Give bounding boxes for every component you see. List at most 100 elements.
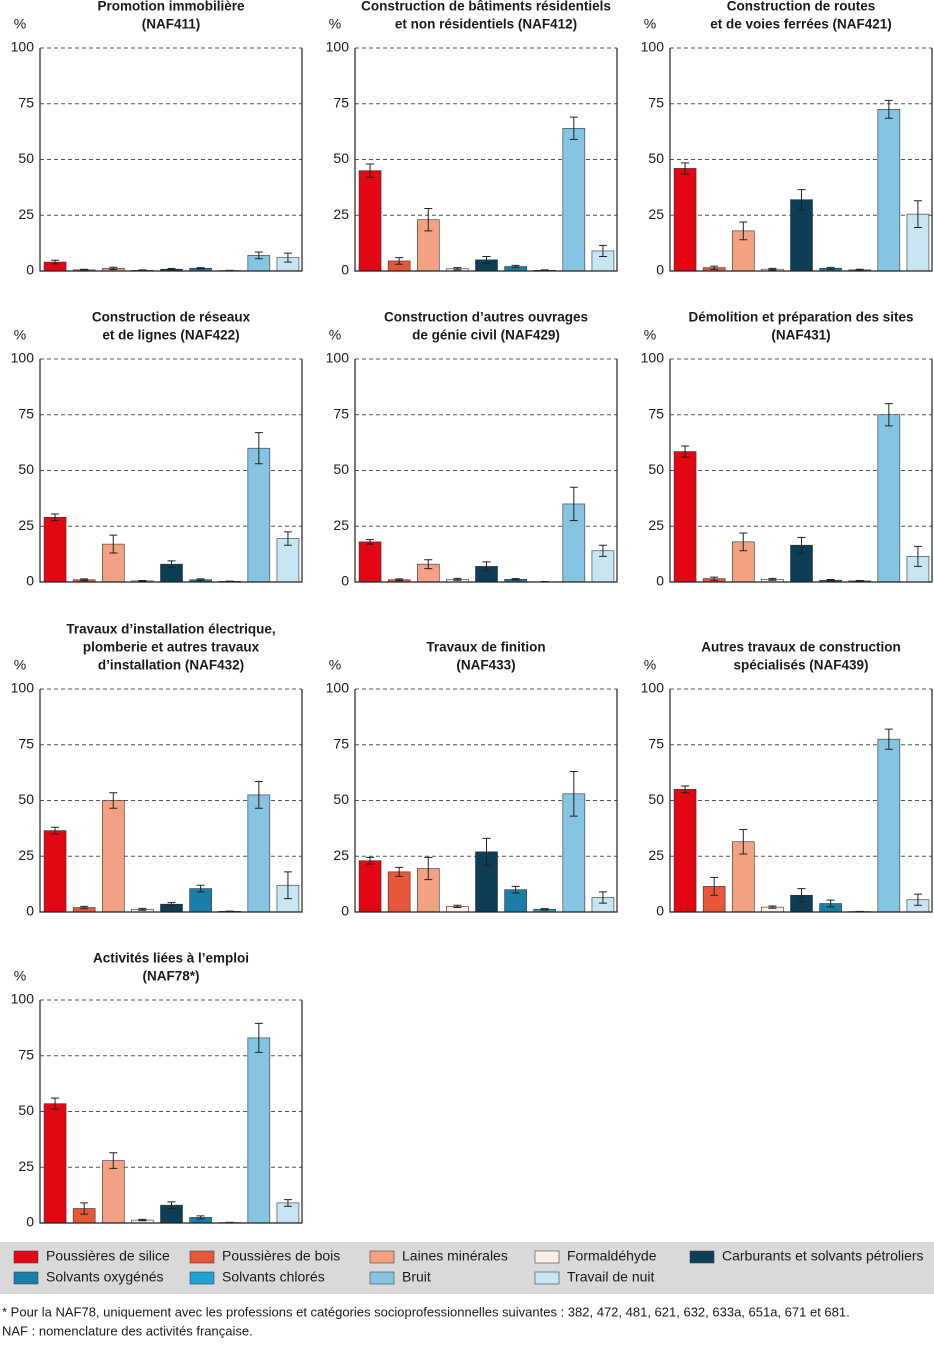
y-tick-label: 50	[333, 461, 349, 477]
bar	[878, 109, 900, 271]
y-tick-label: 100	[11, 991, 35, 1007]
y-tick-label: 50	[18, 791, 34, 807]
legend-swatch	[190, 1251, 214, 1263]
y-tick-label: 50	[18, 461, 34, 477]
y-tick-label: 0	[656, 573, 664, 589]
y-tick-label: 0	[26, 1214, 34, 1230]
legend-swatch	[535, 1272, 559, 1284]
chart-title: Autres travaux de construction	[701, 640, 901, 655]
legend-label: Poussières de bois	[222, 1248, 340, 1264]
chart-title: spécialisés (NAF439)	[733, 658, 868, 673]
bar	[248, 795, 270, 912]
y-tick-label: 0	[341, 573, 349, 589]
chart-title: Construction de bâtiments résidentiels	[361, 0, 611, 14]
legend-label: Solvants oxygénés	[46, 1269, 164, 1285]
legend-label: Poussières de silice	[46, 1248, 170, 1264]
bar	[44, 1104, 66, 1223]
y-tick-label: 0	[26, 262, 34, 278]
y-axis-label: %	[329, 327, 341, 343]
y-tick-label: 25	[648, 517, 664, 533]
y-tick-label: 50	[333, 791, 349, 807]
chart-title: Construction de réseaux	[92, 310, 251, 325]
y-tick-label: 25	[18, 1158, 34, 1174]
axis-frame	[40, 48, 302, 271]
y-tick-label: 0	[656, 262, 664, 278]
legend-label: Laines minérales	[402, 1248, 508, 1264]
y-tick-label: 100	[641, 350, 665, 366]
y-axis-label: %	[644, 327, 656, 343]
y-tick-label: 100	[326, 39, 350, 55]
y-tick-label: 50	[648, 150, 664, 166]
bar	[791, 200, 813, 271]
error-bar	[856, 580, 864, 581]
bar	[563, 128, 585, 271]
y-tick-label: 0	[341, 903, 349, 919]
legend-label: Bruit	[402, 1269, 431, 1285]
y-tick-label: 75	[18, 94, 34, 110]
y-axis-label: %	[329, 657, 341, 673]
bar	[674, 452, 696, 582]
legend-label: Formaldéhyde	[567, 1248, 657, 1264]
y-tick-label: 0	[26, 903, 34, 919]
y-tick-label: 25	[333, 517, 349, 533]
y-tick-label: 75	[333, 94, 349, 110]
legend-label: Solvants chlorés	[222, 1269, 325, 1285]
y-axis-label: %	[14, 968, 26, 984]
y-tick-label: 50	[18, 1102, 34, 1118]
legend-swatch	[690, 1251, 714, 1263]
bar	[878, 739, 900, 912]
bar	[248, 448, 270, 582]
y-tick-label: 0	[341, 262, 349, 278]
y-tick-label: 100	[11, 39, 35, 55]
y-tick-label: 75	[18, 1046, 34, 1062]
bar	[878, 415, 900, 582]
chart-title: (NAF433)	[456, 658, 515, 673]
y-tick-label: 25	[648, 847, 664, 863]
chart-title: Construction d’autres ouvrages	[384, 310, 588, 325]
y-tick-label: 100	[641, 680, 665, 696]
y-tick-label: 25	[18, 206, 34, 222]
y-tick-label: 25	[648, 206, 664, 222]
chart-title: (NAF431)	[771, 328, 830, 343]
chart-title: Travaux d’installation électrique,	[66, 622, 275, 637]
chart-title: et de lignes (NAF422)	[102, 328, 239, 343]
y-axis-label: %	[14, 657, 26, 673]
y-tick-label: 75	[648, 94, 664, 110]
legend-swatch	[14, 1272, 38, 1284]
chart-title: d’installation (NAF432)	[98, 658, 244, 673]
bar	[102, 1161, 124, 1223]
bar	[674, 168, 696, 271]
y-axis-label: %	[329, 16, 341, 32]
y-tick-label: 50	[333, 150, 349, 166]
bar	[359, 171, 381, 271]
legend-swatch	[370, 1272, 394, 1284]
y-tick-label: 100	[641, 39, 665, 55]
bar	[674, 789, 696, 912]
y-tick-label: 50	[18, 150, 34, 166]
y-tick-label: 0	[26, 573, 34, 589]
legend-swatch	[190, 1272, 214, 1284]
chart-title: Promotion immobilière	[97, 0, 245, 14]
y-tick-label: 75	[648, 735, 664, 751]
y-tick-label: 100	[326, 680, 350, 696]
footnote: NAF : nomenclature des activités françai…	[2, 1323, 253, 1338]
y-tick-label: 0	[656, 903, 664, 919]
bar	[248, 1038, 270, 1223]
y-axis-label: %	[14, 327, 26, 343]
y-tick-label: 100	[11, 350, 35, 366]
legend-swatch	[535, 1251, 559, 1263]
y-tick-label: 100	[326, 350, 350, 366]
y-tick-label: 75	[648, 405, 664, 421]
chart-title: (NAF78*)	[142, 969, 199, 984]
chart-title: (NAF411)	[142, 17, 201, 32]
bar	[44, 517, 66, 582]
y-tick-label: 75	[18, 735, 34, 751]
y-tick-label: 25	[18, 847, 34, 863]
bar	[359, 861, 381, 912]
y-tick-label: 25	[18, 517, 34, 533]
legend-swatch	[370, 1251, 394, 1263]
chart-title: de génie civil (NAF429)	[412, 328, 560, 343]
y-tick-label: 75	[18, 405, 34, 421]
y-axis-label: %	[644, 657, 656, 673]
